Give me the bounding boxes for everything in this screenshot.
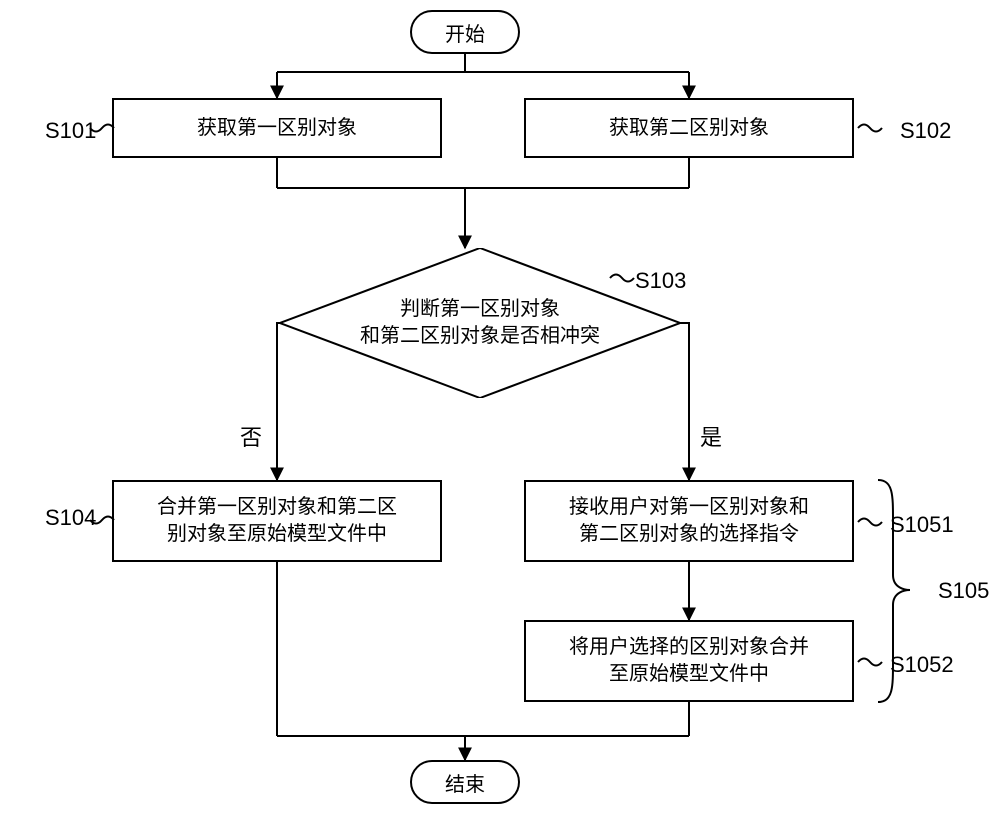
node-s103-text: 判断第一区别对象 和第二区别对象是否相冲突 [360, 296, 600, 350]
node-s1051: 接收用户对第一区别对象和 第二区别对象的选择指令 [524, 480, 854, 562]
node-start-text: 开始 [445, 18, 485, 47]
flowchart-canvas: 开始 获取第一区别对象 S101 获取第二区别对象 S102 判断第一区别对象 … [0, 0, 1000, 814]
node-s1052-text: 将用户选择的区别对象合并 至原始模型文件中 [569, 634, 809, 688]
label-s103: S103 [635, 268, 686, 294]
tilde-5 [858, 659, 882, 666]
label-s101: S101 [45, 118, 96, 144]
label-s1052: S1052 [890, 652, 954, 678]
label-s104: S104 [45, 505, 96, 531]
node-s102: 获取第二区别对象 [524, 98, 854, 158]
node-s102-text: 获取第二区别对象 [609, 115, 769, 142]
node-end: 结束 [410, 760, 520, 804]
node-end-text: 结束 [445, 768, 485, 797]
node-start: 开始 [410, 10, 520, 54]
node-s103: 判断第一区别对象 和第二区别对象是否相冲突 [280, 248, 680, 398]
node-s104-text: 合并第一区别对象和第二区 别对象至原始模型文件中 [157, 494, 397, 548]
node-s104: 合并第一区别对象和第二区 别对象至原始模型文件中 [112, 480, 442, 562]
label-s102: S102 [900, 118, 951, 144]
node-s101: 获取第一区别对象 [112, 98, 442, 158]
label-s1051: S1051 [890, 512, 954, 538]
node-s1051-text: 接收用户对第一区别对象和 第二区别对象的选择指令 [569, 494, 809, 548]
node-s101-text: 获取第一区别对象 [197, 115, 357, 142]
edge-label-no: 否 [240, 420, 262, 452]
label-s105-group: S105 [938, 578, 989, 604]
edge-label-yes: 是 [700, 420, 722, 452]
node-s1052: 将用户选择的区别对象合并 至原始模型文件中 [524, 620, 854, 702]
edge-dec-right [680, 323, 689, 480]
tilde-1 [858, 125, 882, 132]
tilde-4 [858, 519, 882, 526]
